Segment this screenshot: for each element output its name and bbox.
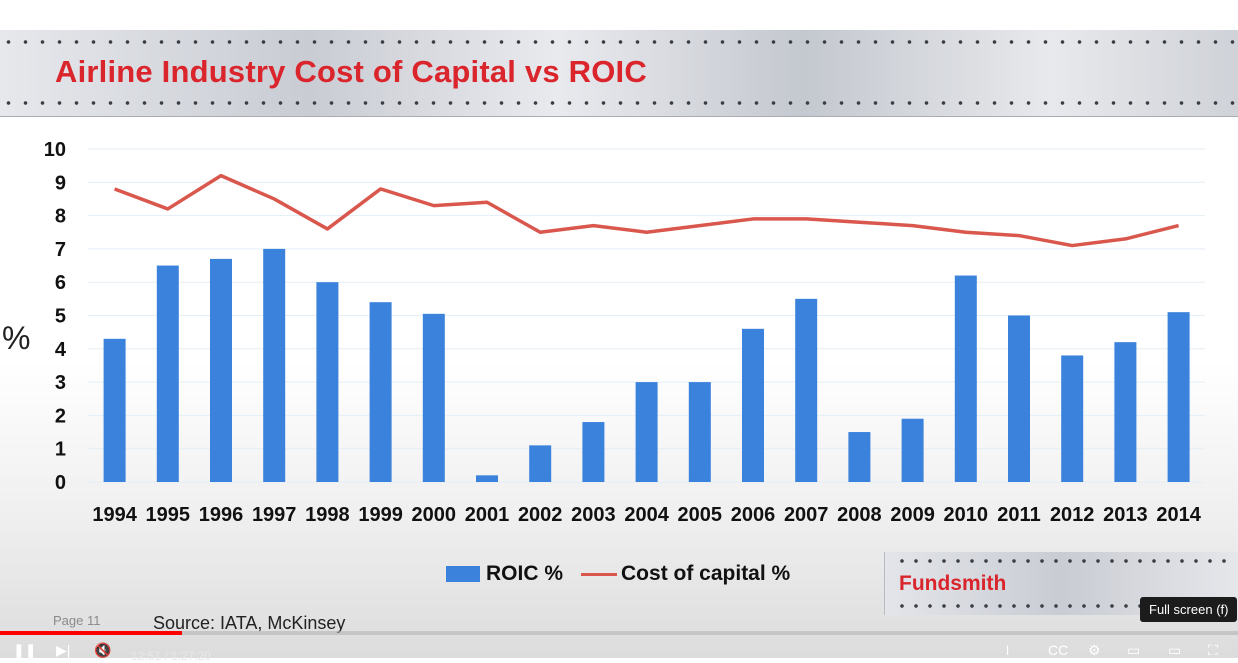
y-axis-unit-label: % [2,320,31,356]
x-tick-label: 2000 [412,504,457,526]
roic-bar-2010 [954,275,977,482]
logo-rivets-bottom [895,604,1235,608]
roic-bar-2000 [422,313,445,482]
roic-bar-2011 [1008,315,1030,482]
roic-bar-2014 [1167,312,1190,482]
roic-bar-2004 [635,382,658,482]
x-tick-label: 2011 [997,504,1040,526]
progress-fill [0,631,182,635]
x-tick-label: 2007 [784,504,829,526]
banner-rivets-bottom [0,101,1238,105]
y-tick-label: 4 [55,339,67,361]
roic-bar-2005 [688,382,711,482]
fullscreen-icon[interactable]: ⛶ [1208,642,1218,658]
roic-bar-2001 [476,475,498,482]
y-tick-label: 6 [55,272,66,294]
roic-bar-1995 [156,265,179,482]
x-tick-label: 2014 [1156,504,1201,526]
logo-text: Fundsmith [899,572,1007,595]
x-tick-label: 1999 [358,504,403,526]
x-tick-label: 2005 [678,504,723,526]
title-banner: Airline Industry Cost of Capital vs ROIC [0,30,1238,117]
source-note: Source: IATA, McKinsey [153,613,346,633]
x-tick-label: 2013 [1103,504,1148,526]
roic-bar-2008 [848,432,871,482]
fundsmith-logo: Fundsmith [884,552,1238,615]
cost-of-capital-line [113,173,1180,248]
x-tick-label: 2003 [571,504,616,526]
y-tick-label: 9 [55,172,66,194]
x-tick-label: 2006 [731,504,776,526]
roic-bar-1994 [103,338,126,482]
mute-icon[interactable]: 🔇 [94,642,112,658]
roic-bar-2003 [582,422,605,482]
progress-bar[interactable] [0,631,1238,635]
y-tick-label: 5 [55,306,66,328]
pause-icon[interactable]: ❚❚ [13,642,37,658]
x-tick-label: 2012 [1050,504,1095,526]
legend-cost-swatch [581,572,618,576]
theater-icon[interactable]: ▭ [1168,642,1182,658]
roic-bar-2009 [901,418,924,482]
logo-rivets-top [895,559,1235,563]
y-tick-label: 1 [55,439,66,461]
roic-bar-2013 [1114,342,1137,482]
y-tick-label: 7 [55,239,66,261]
roic-bar-1999 [369,302,392,482]
roic-bar-2012 [1061,355,1084,482]
miniplayer-icon[interactable]: ▭ [1127,642,1141,658]
legend: ROIC % Cost of capital % [446,562,790,586]
slide-title: Airline Industry Cost of Capital vs ROIC [55,54,647,89]
legend-cost-label: Cost of capital % [621,562,791,585]
banner-rivets-top [0,40,1238,44]
next-icon[interactable]: ▶| [56,642,71,658]
x-tick-label: 2008 [837,504,882,526]
roic-bar-2002 [529,445,552,482]
player-controls: ❚❚ ▶| 🔇 12:51 / 1:27:20 ⏽ CC ⚙ ▭ ▭ ⛶ [0,636,1238,663]
y-tick-label: 0 [55,472,66,494]
y-tick-label: 3 [55,372,66,394]
legend-roic-swatch [446,566,480,582]
y-tick-label: 10 [44,139,66,161]
x-tick-label: 2004 [624,504,669,526]
x-tick-label: 2002 [518,504,563,526]
legend-roic-label: ROIC % [486,562,564,585]
roic-bar-2007 [795,298,818,482]
page-number: Page 11 [53,613,101,628]
x-tick-label: 2001 [465,504,510,526]
fullscreen-tooltip: Full screen (f) [1140,597,1238,622]
x-tick-label: 1995 [146,504,191,526]
roic-bar-1996 [210,258,232,482]
x-tick-label: 1998 [305,504,350,526]
roic-bar-1997 [263,248,286,482]
x-tick-label: 2009 [890,504,935,526]
roic-bar-2006 [742,328,764,482]
x-tick-label: 1994 [92,504,137,526]
captions-icon[interactable]: CC [1048,642,1069,658]
chart: 0 1 2 3 4 5 6 7 8 9 10 1994 1995 1996 1997 1998 1999 200… [44,139,1205,526]
autoplay-toggle-icon[interactable]: ⏽ [1002,642,1014,658]
y-tick-label: 2 [55,405,66,427]
roic-bar-1998 [316,282,339,482]
y-tick-label: 8 [55,206,66,228]
time-display: 12:51 / 1:27:20 [131,649,212,663]
x-tick-label: 2010 [944,504,989,526]
settings-icon[interactable]: ⚙ [1088,642,1101,658]
x-tick-label: 1996 [199,504,244,526]
x-tick-label: 1997 [252,504,297,526]
